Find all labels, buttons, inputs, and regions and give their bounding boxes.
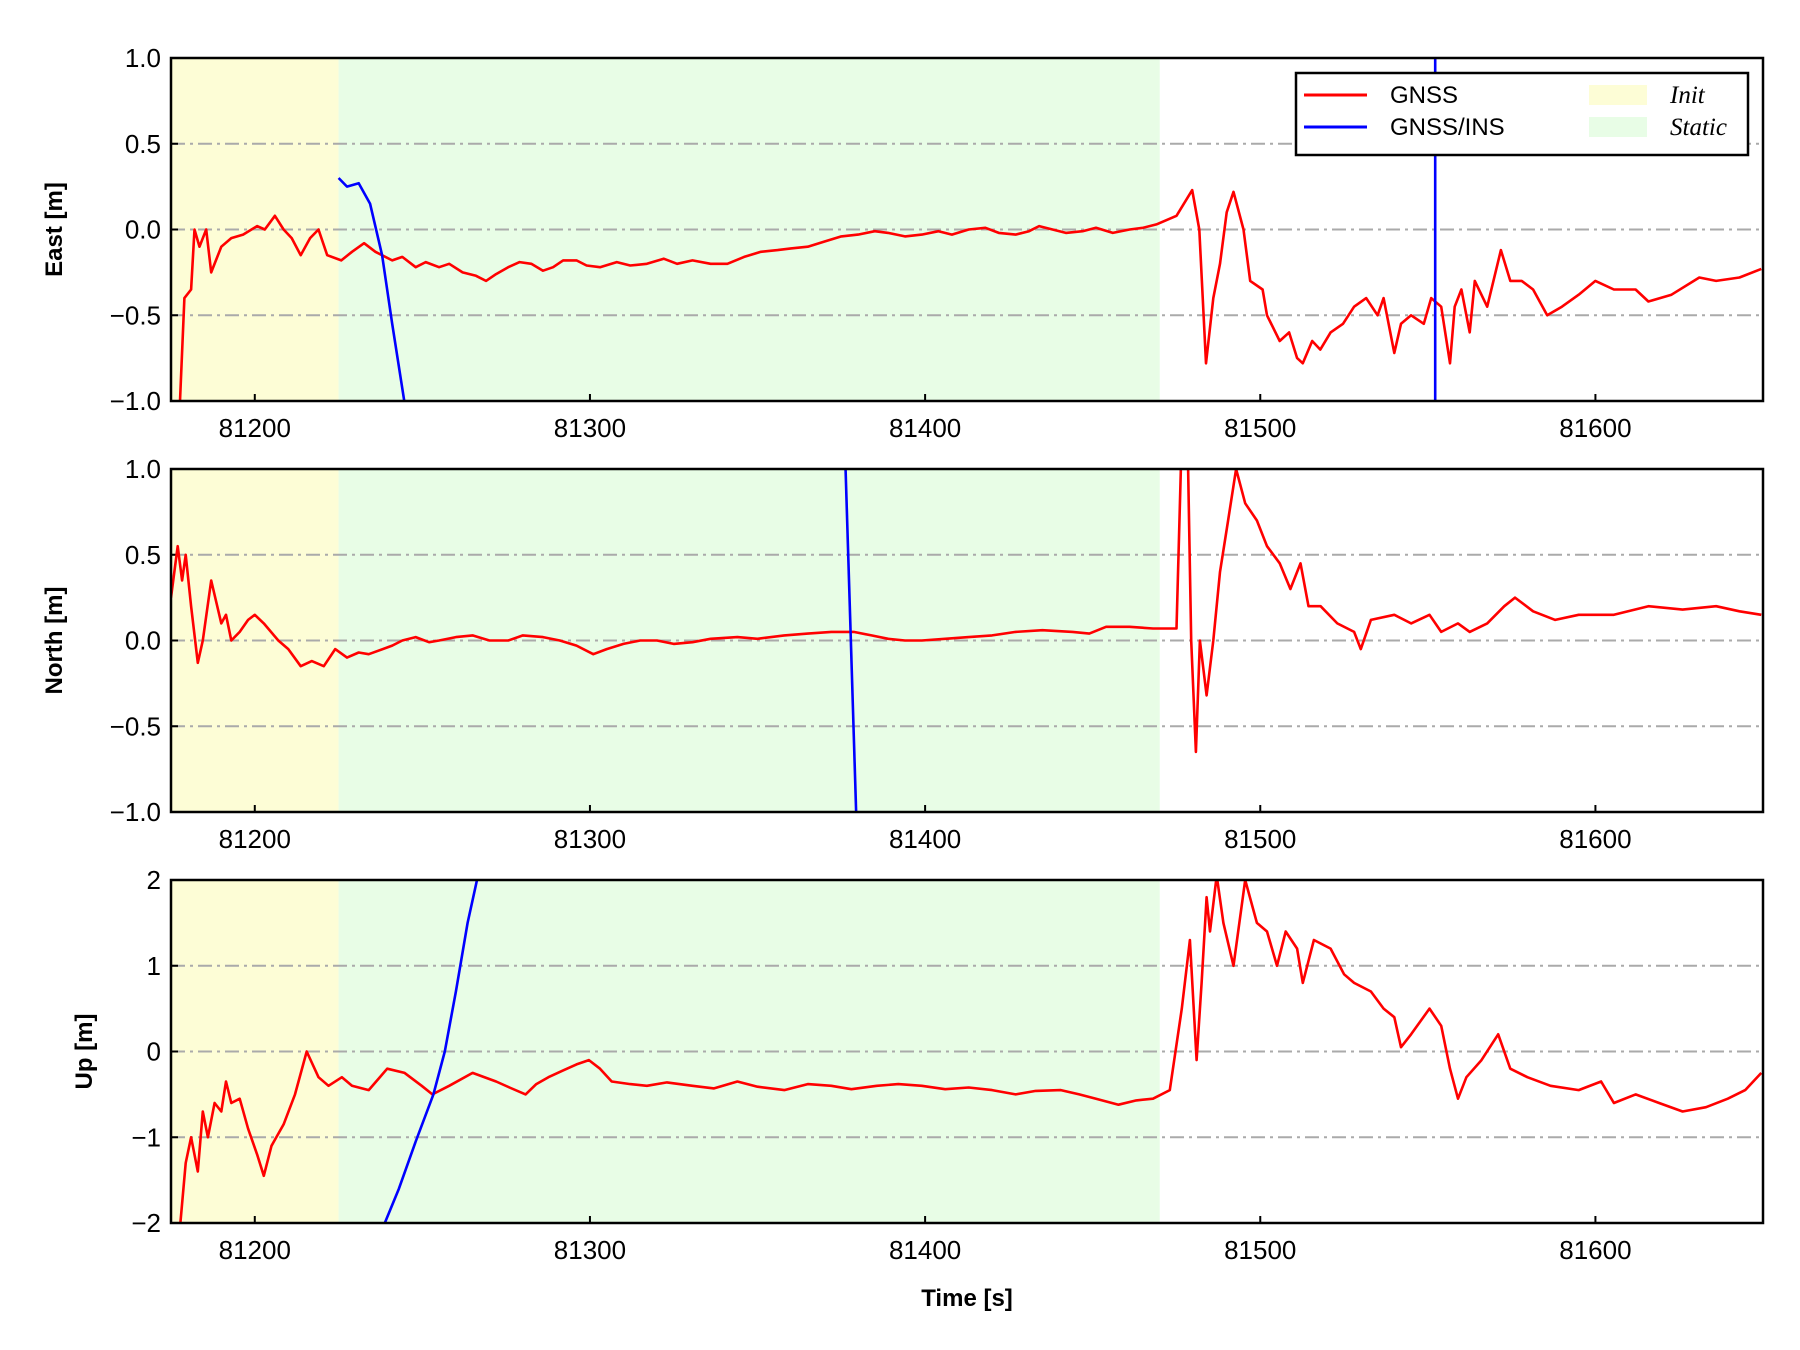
- y-tick-label: −0.5: [110, 300, 161, 330]
- x-tick-label: 81600: [1559, 824, 1631, 854]
- y-tick-label: 0.5: [125, 129, 161, 159]
- y-tick-label: 1: [147, 951, 161, 981]
- legend-patch-init: [1589, 85, 1647, 105]
- panel-0: −1.0 −0.5 0.0 0.5 1.0 81200 81300 81400 81500 816…: [41, 43, 1765, 443]
- legend-label: GNSS: [1390, 82, 1458, 109]
- x-tick-label: 81400: [889, 824, 961, 854]
- y-tick-label: −1: [131, 1122, 161, 1152]
- x-tick-label: 81300: [554, 413, 626, 443]
- plot-frame: [169, 467, 1765, 814]
- x-tick-label: 81200: [219, 413, 291, 443]
- x-tick-label: 81500: [1224, 413, 1296, 443]
- y-tick-label: 2: [147, 865, 161, 895]
- panel-1: −1.0 −0.5 0.0 0.5 1.0 81200 81300 81400 81500 816…: [41, 454, 1765, 854]
- plot-frame: [169, 56, 1765, 403]
- x-tick-label: 81500: [1224, 824, 1296, 854]
- y-tick-label: −1.0: [110, 797, 161, 827]
- legend: GNSS GNSS/INS Init Static: [1294, 71, 1750, 157]
- x-tick-label: 81400: [889, 413, 961, 443]
- y-tick-label: 1.0: [125, 43, 161, 73]
- legend-label: GNSS/INS: [1390, 114, 1505, 141]
- series-group: [179, 880, 1763, 1223]
- y-tick-label: 1.0: [125, 454, 161, 484]
- y-tick-label: −1.0: [110, 386, 161, 416]
- y-tick-label: −2: [131, 1208, 161, 1238]
- series-gnss-ins-line: [337, 177, 406, 401]
- y-axis-label: East [m]: [41, 182, 68, 277]
- series-gnss-line: [171, 469, 1762, 754]
- y-tick-label: 0.0: [125, 215, 161, 245]
- x-tick-label: 81600: [1559, 1235, 1631, 1265]
- y-axis-label: North [m]: [41, 587, 68, 695]
- x-axis-label: Time [s]: [921, 1285, 1013, 1312]
- series-group: [171, 469, 1762, 812]
- y-tick-label: 0.0: [125, 626, 161, 656]
- series-gnss-ins-line: [844, 469, 858, 812]
- y-tick-label: 0: [147, 1037, 161, 1067]
- x-tick-label: 81300: [554, 824, 626, 854]
- y-axis-label: Up [m]: [71, 1014, 98, 1090]
- plot-frame: [169, 878, 1765, 1225]
- legend-label: Init: [1669, 82, 1706, 109]
- series-gnss-line: [179, 880, 1763, 1223]
- x-tick-label: 81300: [554, 1235, 626, 1265]
- legend-patch-static: [1589, 117, 1647, 137]
- panel-2: −2 −1 0 1 2 81200 81300 81400 81500 81600 Up [m]: [71, 865, 1765, 1265]
- x-tick-label: 81200: [219, 824, 291, 854]
- x-tick-label: 81200: [219, 1235, 291, 1265]
- y-tick-label: −0.5: [110, 711, 161, 741]
- x-tick-label: 81400: [889, 1235, 961, 1265]
- x-tick-label: 81500: [1224, 1235, 1296, 1265]
- series-gnss-ins-line: [383, 880, 479, 1223]
- y-tick-label: 0.5: [125, 540, 161, 570]
- legend-box: [1294, 71, 1750, 157]
- x-tick-label: 81600: [1559, 413, 1631, 443]
- legend-label: Static: [1670, 114, 1727, 141]
- series-gnss-line: [178, 188, 1762, 401]
